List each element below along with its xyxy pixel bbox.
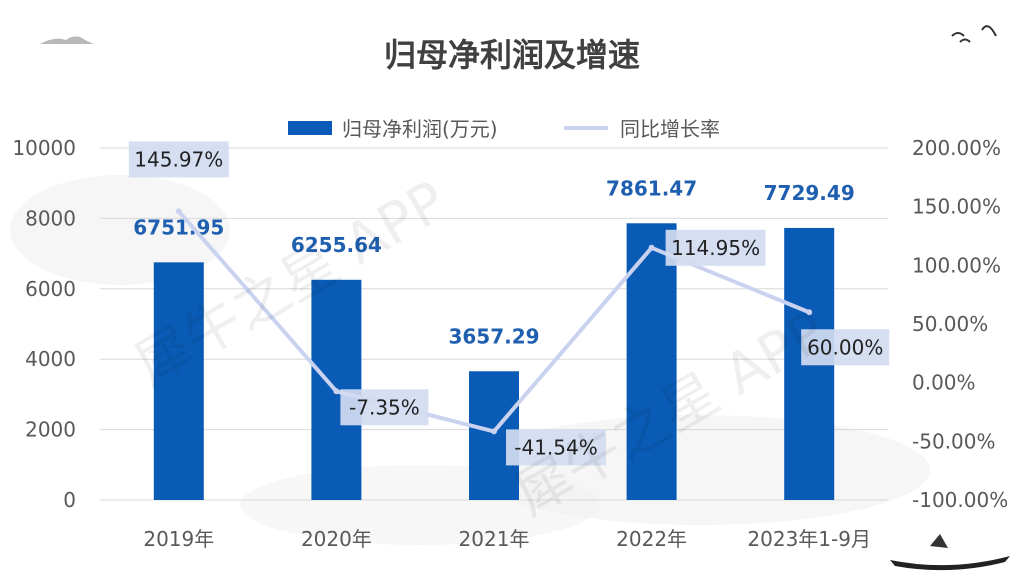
line-point bbox=[648, 244, 655, 251]
line-value-label: -41.54% bbox=[514, 435, 597, 459]
x-axis-category-label: 2019年 bbox=[143, 527, 214, 551]
right-axis-tick-label: 100.00% bbox=[912, 253, 1001, 277]
x-axis-category-label: 2021年 bbox=[459, 527, 530, 551]
right-axis-tick-label: -100.00% bbox=[912, 488, 1008, 512]
right-axis-tick-label: 0.00% bbox=[912, 371, 976, 395]
left-axis-tick-label: 0 bbox=[63, 488, 76, 512]
right-axis-tick-label: -50.00% bbox=[912, 429, 995, 453]
line-series: 145.97% -7.35% -41.54% 114.95% 60.00% bbox=[128, 141, 890, 466]
right-y-axis: -100.00% -50.00% 0.00% 50.00% 100.00% 150.00%… bbox=[912, 136, 1008, 512]
line-label-box bbox=[128, 141, 229, 178]
left-y-axis: 0 2000 4000 6000 8000 10000 bbox=[12, 136, 76, 512]
boat-cabin-icon bbox=[930, 534, 948, 548]
x-axis-category-label: 2020年 bbox=[301, 527, 372, 551]
line-point bbox=[333, 388, 340, 395]
bar-value-label: 3657.29 bbox=[448, 324, 539, 348]
line-point bbox=[806, 309, 813, 316]
line-value-label: 114.95% bbox=[671, 236, 760, 260]
x-axis-category-label: 2023年1-9月 bbox=[747, 527, 871, 551]
right-axis-tick-label: 50.00% bbox=[912, 312, 988, 336]
left-axis-tick-label: 10000 bbox=[12, 136, 76, 160]
birds-icon bbox=[951, 25, 997, 43]
line-label-box bbox=[340, 389, 429, 426]
bar-value-label: 6751.95 bbox=[133, 215, 224, 239]
right-axis-tick-label: 150.00% bbox=[912, 195, 1001, 219]
line-label-box bbox=[506, 429, 606, 466]
line-value-label: 60.00% bbox=[807, 335, 883, 359]
bar bbox=[153, 262, 204, 500]
boat-icon bbox=[890, 556, 1010, 571]
mountain-icon bbox=[40, 36, 94, 44]
bar-value-label: 7861.47 bbox=[606, 176, 697, 200]
line-point bbox=[491, 428, 497, 435]
line-label-box bbox=[665, 229, 766, 266]
chart-title: 归母净利润及增速 bbox=[384, 36, 640, 74]
x-axis: 2019年 2020年 2021年 2022年 2023年1-9月 bbox=[143, 527, 871, 551]
left-axis-tick-label: 4000 bbox=[25, 347, 76, 371]
bar-value-label: 7729.49 bbox=[764, 181, 855, 205]
legend-label-bars: 归母净利润(万元) bbox=[342, 117, 498, 141]
mist-shape bbox=[10, 175, 230, 285]
right-axis-tick-label: 200.00% bbox=[912, 136, 1001, 160]
legend-swatch-bars bbox=[288, 121, 332, 135]
legend: 归母净利润(万元) 同比增长率 bbox=[288, 117, 720, 141]
left-axis-tick-label: 2000 bbox=[25, 418, 76, 442]
legend-label-line: 同比增长率 bbox=[620, 117, 720, 141]
line-point bbox=[175, 208, 182, 215]
line-value-label: 145.97% bbox=[134, 147, 223, 171]
left-axis-tick-label: 6000 bbox=[25, 277, 76, 301]
line-label-box bbox=[801, 329, 890, 366]
line-value-label: -7.35% bbox=[349, 395, 420, 419]
x-axis-category-label: 2022年 bbox=[616, 527, 687, 551]
left-axis-tick-label: 8000 bbox=[25, 206, 76, 230]
bar-value-label: 6255.64 bbox=[291, 233, 382, 257]
